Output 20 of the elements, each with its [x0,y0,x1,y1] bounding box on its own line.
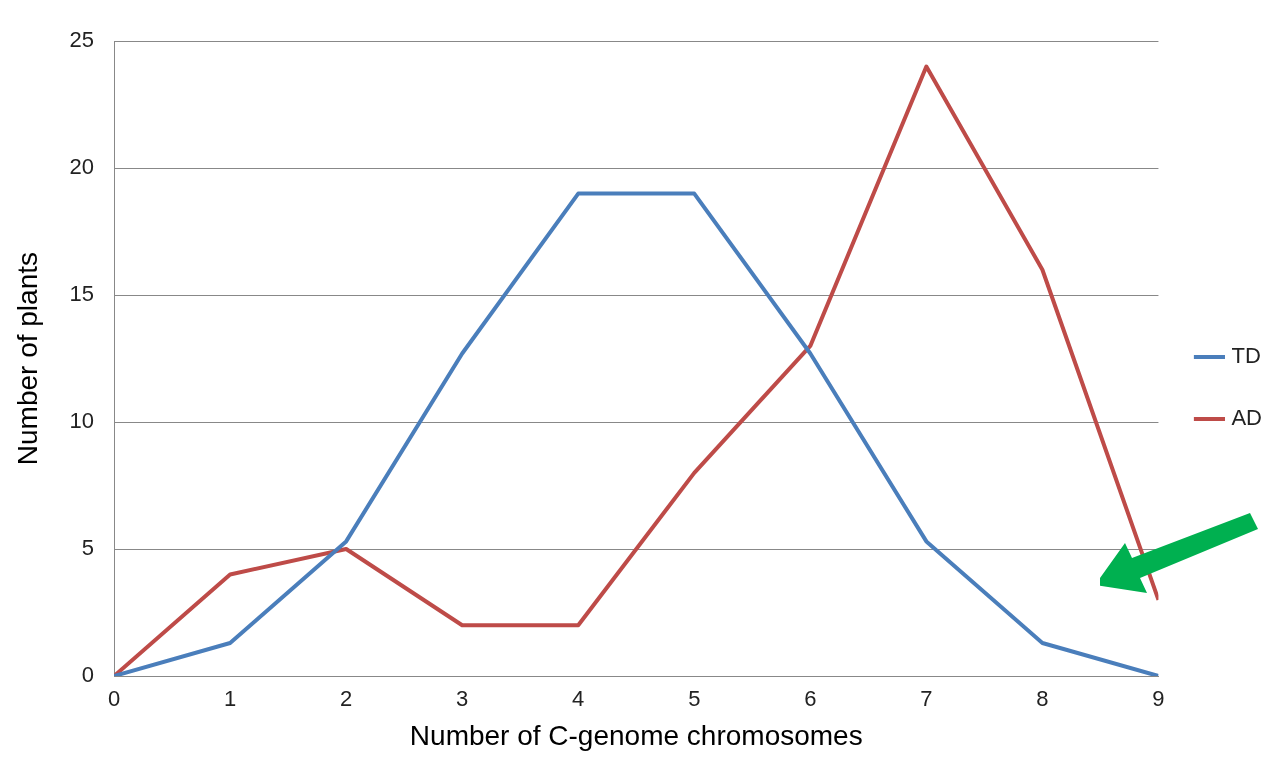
x-axis-title: Number of C-genome chromosomes [409,719,863,751]
y-tick-label: 15 [69,281,95,307]
legend-label: TD [1231,343,1261,369]
x-tick-label: 9 [1152,686,1165,712]
x-tick-label: 2 [340,686,353,712]
x-tick-label: 8 [1036,686,1049,712]
y-tick-label: 5 [81,535,95,561]
y-tick-label: 10 [69,408,95,434]
x-tick-label: 5 [688,686,701,712]
legend-label: AD [1231,405,1262,431]
x-tick-label: 3 [456,686,469,712]
y-tick-label: 25 [69,27,95,53]
y-tick-label: 0 [81,662,95,688]
y-axis-title: Number of plants [11,251,43,466]
x-tick-label: 0 [107,686,121,712]
x-tick-label: 4 [572,686,585,712]
x-tick-label: 6 [804,686,817,712]
y-tick-label: 20 [69,154,95,180]
x-tick-label: 7 [920,686,933,712]
x-tick-label: 1 [223,686,237,712]
